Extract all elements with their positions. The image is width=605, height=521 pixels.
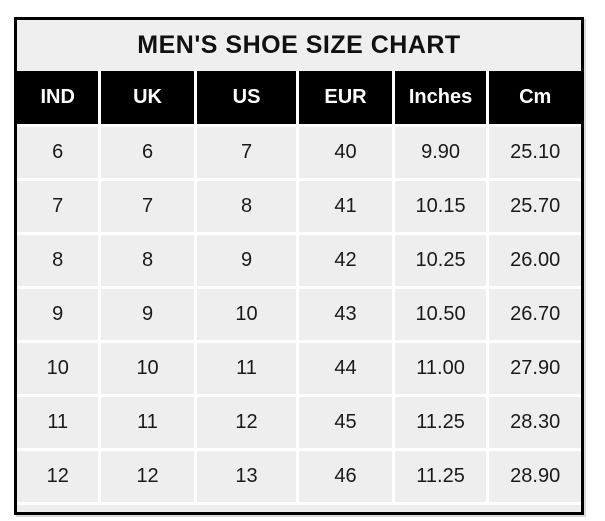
cell: 11 [17,394,102,451]
cell: 42 [296,232,395,289]
column-header-ind: IND [17,71,102,127]
cell: 25.10 [486,124,581,181]
cell: 10.50 [391,286,490,343]
cell: 9.90 [391,124,490,181]
cell: 45 [296,394,395,451]
table-body: 6 6 7 40 9.90 25.10 7 7 8 41 10.15 25.70 8 8 9 42 10.25 2… [17,124,581,505]
cell: 11.25 [391,448,490,505]
cell: 10 [17,340,102,397]
cell: 9 [193,232,300,289]
cell: 10 [98,340,197,397]
table-row: 7 7 8 41 10.15 25.70 [17,178,581,235]
column-header-cm: Cm [486,71,581,127]
cell: 28.90 [486,448,581,505]
cell: 10 [193,286,300,343]
size-table: IND UK US EUR Inches Cm 6 6 7 40 9.90 25.10 7 7 8 41 10… [17,71,581,505]
cell: 7 [98,178,197,235]
table-row: 9 9 10 43 10.50 26.70 [17,286,581,343]
cell: 27.90 [486,340,581,397]
cell: 26.00 [486,232,581,289]
cell: 11 [98,394,197,451]
column-header-inches: Inches [391,71,490,127]
table-row: 8 8 9 42 10.25 26.00 [17,232,581,289]
cell: 11.00 [391,340,490,397]
shoe-size-chart: MEN'S SHOE SIZE CHART IND UK US EUR Inches Cm… [14,17,584,515]
cell: 25.70 [486,178,581,235]
cell: 7 [193,124,300,181]
cell: 12 [98,448,197,505]
header-row: IND UK US EUR Inches Cm [17,71,581,127]
table-row: 6 6 7 40 9.90 25.10 [17,124,581,181]
cell: 46 [296,448,395,505]
cell: 7 [17,178,102,235]
cell: 28.30 [486,394,581,451]
cell: 9 [17,286,102,343]
cell: 10.15 [391,178,490,235]
cell: 9 [98,286,197,343]
column-header-uk: UK [98,71,197,127]
cell: 10.25 [391,232,490,289]
cell: 8 [17,232,102,289]
cell: 43 [296,286,395,343]
chart-title: MEN'S SHOE SIZE CHART [17,20,581,71]
cell: 6 [17,124,102,181]
cell: 11 [193,340,300,397]
column-header-us: US [193,71,300,127]
cell: 11.25 [391,394,490,451]
cell: 6 [98,124,197,181]
cell: 8 [98,232,197,289]
cell: 41 [296,178,395,235]
table-row: 11 11 12 45 11.25 28.30 [17,394,581,451]
table-row: 12 12 13 46 11.25 28.90 [17,448,581,505]
cell: 26.70 [486,286,581,343]
column-header-eur: EUR [296,71,395,127]
table-row: 10 10 11 44 11.00 27.90 [17,340,581,397]
cell: 13 [193,448,300,505]
cell: 12 [17,448,102,505]
cell: 8 [193,178,300,235]
cell: 40 [296,124,395,181]
cell: 44 [296,340,395,397]
cell: 12 [193,394,300,451]
